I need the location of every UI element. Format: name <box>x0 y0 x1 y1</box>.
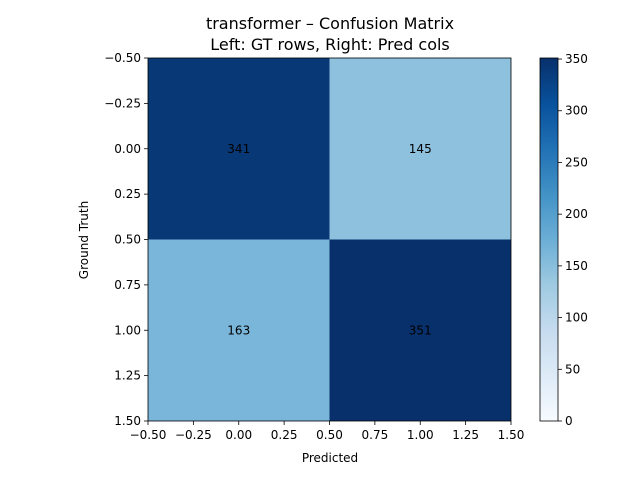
colorbar-tick-label: 50 <box>565 362 580 376</box>
y-tick-label: 0.25 <box>114 187 141 201</box>
y-tick-label: 1.50 <box>114 414 141 428</box>
heatmap-cell <box>329 239 511 421</box>
colorbar-ticks: 0 50 100 150 200 250 300 350 <box>558 52 588 428</box>
y-axis-label: Ground Truth <box>77 201 91 279</box>
colorbar-tick-label: 0 <box>565 414 573 428</box>
y-tick-label: 1.00 <box>114 323 141 337</box>
y-tick-label: 0.75 <box>114 278 141 292</box>
y-tick-label: 0.00 <box>114 142 141 156</box>
heatmap-cell <box>148 58 330 240</box>
chart-title: transformer – Confusion Matrix <box>206 14 454 33</box>
cell-value-label: 351 <box>409 323 432 337</box>
x-tick-label: 1.50 <box>498 428 525 442</box>
x-tick-label: 0.00 <box>225 428 252 442</box>
heatmap-cells <box>148 58 511 421</box>
cell-value-label: 341 <box>227 142 250 156</box>
y-tick-label: 1.25 <box>114 369 141 383</box>
x-axis-label: Predicted <box>302 451 358 465</box>
y-tick-label: 0.50 <box>114 233 141 247</box>
x-tick-label: −0.50 <box>130 428 167 442</box>
y-tick-label: −0.50 <box>104 51 141 65</box>
colorbar-tick-label: 250 <box>565 155 588 169</box>
colorbar-tick-label: 100 <box>565 311 588 325</box>
x-tick-label: 1.25 <box>452 428 479 442</box>
colorbar-tick-label: 300 <box>565 104 588 118</box>
chart-subtitle: Left: GT rows, Right: Pred cols <box>210 35 450 54</box>
colorbar <box>539 57 559 422</box>
x-tick-label: −0.25 <box>175 428 212 442</box>
heatmap-cell <box>329 58 511 240</box>
cell-value-label: 163 <box>227 323 250 337</box>
y-axis-ticks: −0.50 −0.25 0.00 0.25 0.50 0.75 1.00 1.25 1.50 <box>104 51 148 428</box>
heatmap-cell-labels: 341 145 163 351 <box>227 142 431 338</box>
x-tick-label: 0.75 <box>362 428 389 442</box>
colorbar-tick-label: 350 <box>565 52 588 66</box>
x-tick-label: 0.25 <box>271 428 298 442</box>
heatmap-cell <box>148 239 330 421</box>
cell-value-label: 145 <box>409 142 432 156</box>
x-tick-label: 1.00 <box>407 428 434 442</box>
x-tick-label: 0.50 <box>316 428 343 442</box>
y-tick-label: −0.25 <box>104 96 141 110</box>
x-axis-ticks: −0.50 −0.25 0.00 0.25 0.50 0.75 1.00 1.25 1.50 <box>130 421 525 442</box>
colorbar-tick-label: 200 <box>565 207 588 221</box>
colorbar-tick-label: 150 <box>565 259 588 273</box>
